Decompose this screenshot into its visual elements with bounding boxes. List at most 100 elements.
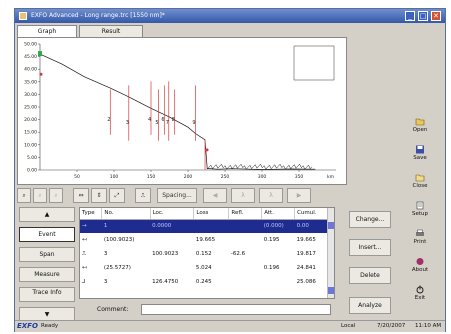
event-label: 3 <box>126 120 129 126</box>
column-header[interactable]: Loss <box>193 208 230 220</box>
table-scrollbar[interactable] <box>327 208 334 298</box>
delete-button[interactable]: Delete <box>349 267 391 284</box>
exit-button[interactable]: Exit <box>395 283 445 309</box>
table-cell-loss <box>193 219 229 233</box>
table-row[interactable]: ⎍ 3 100.9023 0.152 -62.6 19.817 <box>80 247 328 261</box>
zoom-in-icon[interactable]: ⌕ <box>49 188 63 203</box>
about-label: About <box>411 267 429 273</box>
x-tick-label: 150 <box>147 174 156 180</box>
change-button[interactable]: Change... <box>349 211 391 228</box>
column-header[interactable]: Loc. <box>150 208 195 220</box>
zoom-out-icon[interactable]: ⌕ <box>33 188 47 203</box>
comment-input[interactable] <box>141 304 331 315</box>
start-marker <box>38 51 42 57</box>
event-label: 8 <box>172 117 175 123</box>
open-button[interactable]: Open <box>395 115 445 141</box>
print-label: Print <box>413 239 427 245</box>
previous-event-icon[interactable]: ◀ <box>203 188 227 203</box>
maximize-button[interactable]: □ <box>418 11 428 21</box>
comment-label: Comment: <box>97 306 129 313</box>
y-tick-label: 30.00 <box>24 92 37 98</box>
x-tick-label: 200 <box>184 174 193 180</box>
insert-button[interactable]: Insert... <box>349 239 391 256</box>
x-tick-label: 100 <box>110 174 119 180</box>
open-icon <box>415 118 425 126</box>
table-row[interactable]: ↤ (100.9023) 19.665 0.195 19.665 <box>80 233 328 247</box>
setup-icon <box>416 201 424 210</box>
spacing-button[interactable]: Spacing... <box>157 188 197 203</box>
column-header[interactable]: Cumul. <box>294 208 328 220</box>
status-time: 11:10 AM <box>415 323 442 329</box>
table-cell-loc <box>150 233 194 247</box>
table-cell-no: 3 <box>103 251 108 257</box>
event-label: 7 <box>166 120 169 126</box>
zoom-fit-icon[interactable]: ⇔ <box>73 188 89 203</box>
save-button[interactable]: Save <box>395 143 445 169</box>
table-row[interactable]: → 1 0.0000 (0.000) 0.00 <box>80 219 328 233</box>
y-tick-label: 40.00 <box>24 67 37 73</box>
start-event-dot <box>39 72 43 76</box>
nav-scroll-up-button[interactable]: ▲ <box>19 207 75 222</box>
table-cell-refl <box>228 219 262 233</box>
table-cell-type: ⅃ <box>82 279 86 285</box>
table-cell-loss: 5.024 <box>195 265 212 271</box>
table-cell-refl <box>229 275 262 289</box>
zoom-full-icon[interactable]: ⤢ <box>109 188 125 203</box>
tab-graph[interactable]: Graph <box>17 25 77 37</box>
y-tick-label: 25.00 <box>24 105 37 111</box>
scroll-up-icon[interactable] <box>328 222 334 229</box>
column-header[interactable]: Refl. <box>228 208 263 220</box>
table-cell-cumul: 25.086 <box>296 279 316 285</box>
about-icon <box>416 258 424 265</box>
trace-noise <box>207 163 313 170</box>
table-cell-cumul: 19.817 <box>296 251 316 257</box>
save-icon <box>416 145 424 154</box>
app-icon <box>19 12 27 20</box>
analyze-button[interactable]: Analyze <box>349 297 391 314</box>
table-header: Type No. Loc. Loss Refl. Att. Cumul. <box>80 208 328 220</box>
nav-span[interactable]: Span <box>19 247 75 262</box>
marker-tool-icon[interactable]: ⎍ <box>135 188 151 203</box>
next-event-icon[interactable]: ▶ <box>287 188 311 203</box>
zoom-tool-icon[interactable]: ⌕ <box>17 188 31 203</box>
close-file-button[interactable]: Close <box>395 171 445 197</box>
lambda-right-icon[interactable]: λ <box>259 188 283 203</box>
column-header[interactable]: Type <box>80 208 103 220</box>
table-row[interactable]: ↤ (25.5727) 5.024 0.196 24.841 <box>80 261 328 275</box>
minimize-button[interactable]: _ <box>405 11 415 21</box>
close-file-icon <box>415 174 425 182</box>
nav-trace-info[interactable]: Trace Info <box>19 287 75 302</box>
trace-chart[interactable]: 50.0045.0040.0035.0030.0025.0020.0015.00… <box>18 38 346 184</box>
print-button[interactable]: Print <box>395 227 445 253</box>
column-header[interactable]: No. <box>101 208 151 220</box>
table-cell-no: 1 <box>101 219 151 233</box>
nav-event[interactable]: Event <box>19 227 75 242</box>
scroll-down-icon[interactable] <box>328 287 334 294</box>
x-tick-label: 50 <box>74 174 80 180</box>
close-window-button[interactable]: ✕ <box>431 11 441 21</box>
table-cell-no: (25.5727) <box>103 265 131 271</box>
table-cell-att: 0.195 <box>263 237 280 243</box>
table-cell-loc <box>150 261 194 275</box>
tab-result[interactable]: Result <box>79 25 143 37</box>
print-icon <box>416 229 424 236</box>
y-tick-label: 0.00 <box>27 168 37 174</box>
table-cell-loc: 100.9023 <box>152 251 179 257</box>
comment-row: Comment: <box>79 303 335 317</box>
table-cell-att <box>262 247 295 261</box>
table-cell-cumul: 19.665 <box>296 237 316 243</box>
otdr-trace-graph[interactable]: 50.00 45.00 40.00 35.00 30.00 25.00 20.00 15.00… <box>17 37 347 185</box>
about-button[interactable]: About <box>395 255 445 281</box>
column-header[interactable]: Att. <box>261 208 296 220</box>
table-row[interactable]: ⅃ 3 126.4750 0.245 25.086 <box>80 275 328 289</box>
side-navigation: ▲ Event Span Measure Trace Info ▼ <box>17 207 77 331</box>
zoom-vertical-icon[interactable]: ⇕ <box>91 188 107 203</box>
setup-button[interactable]: Setup <box>395 199 445 225</box>
nav-measure[interactable]: Measure <box>19 267 75 282</box>
lambda-left-icon[interactable]: λ <box>231 188 255 203</box>
y-tick-label: 5.00 <box>27 155 37 161</box>
table-cell-no: (100.9023) <box>103 237 135 243</box>
trace-line <box>39 53 316 170</box>
table-cell-type: ↤ <box>82 265 87 271</box>
table-cell-type: → <box>80 219 102 233</box>
